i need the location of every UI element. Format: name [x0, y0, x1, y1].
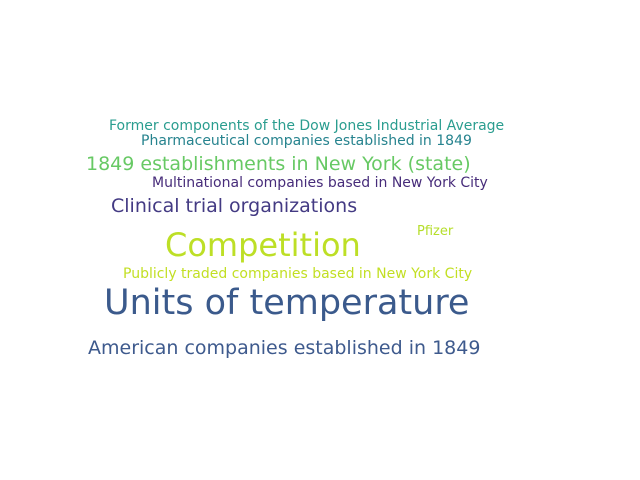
word-clinical-trial-organizations: Clinical trial organizations — [111, 195, 358, 217]
word-dow-jones-components: Former components of the Dow Jones Indus… — [109, 118, 505, 134]
word-units-of-temperature: Units of temperature — [104, 283, 470, 323]
word-competition: Competition — [165, 226, 361, 264]
word-american-companies-1849: American companies established in 1849 — [88, 337, 481, 359]
word-multinational-companies-nyc: Multinational companies based in New Yor… — [152, 175, 488, 191]
word-publicly-traded-companies-nyc: Publicly traded companies based in New Y… — [123, 266, 473, 282]
word-1849-establishments-new-york: 1849 establishments in New York (state) — [86, 153, 471, 175]
word-pharmaceutical-companies-1849: Pharmaceutical companies established in … — [141, 133, 472, 149]
word-pfizer: Pfizer — [417, 224, 454, 239]
